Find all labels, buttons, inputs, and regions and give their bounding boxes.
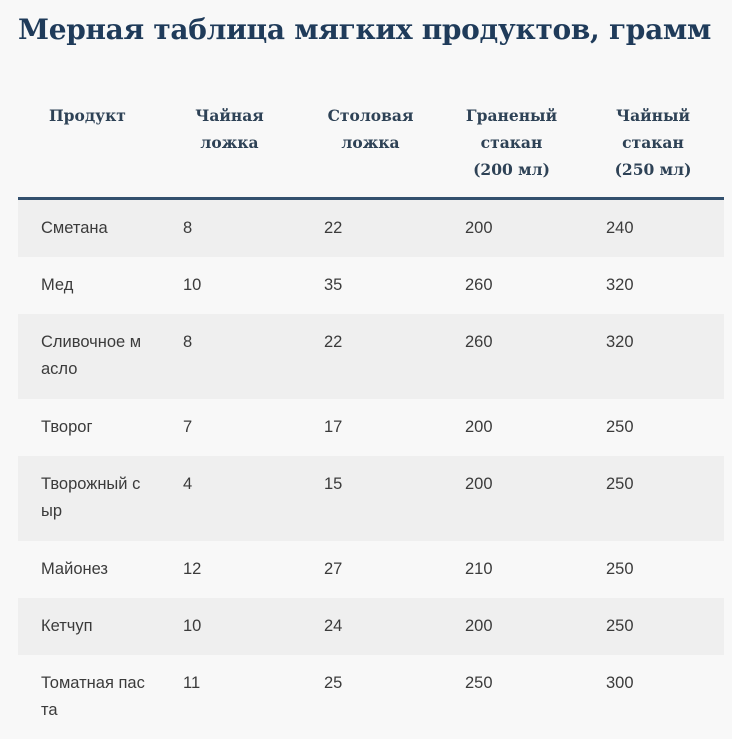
- measurement-table: Продукт Чайная ложка Столовая ложка Гран…: [18, 88, 724, 739]
- header-product: Продукт: [18, 88, 159, 200]
- header-tea-glass: Чайный стакан (250 мл): [582, 88, 724, 200]
- cell-tablespoon: 22: [300, 314, 441, 399]
- page-title: Мерная таблица мягких продуктов, грамм: [18, 13, 711, 46]
- cell-tea-glass: 250: [582, 598, 724, 655]
- table-row: Майонез 12 27 210 250: [18, 541, 724, 598]
- header-text: ложка: [200, 133, 259, 152]
- table-header-row: Продукт Чайная ложка Столовая ложка Гран…: [18, 88, 724, 200]
- cell-product: Сметана: [18, 198, 159, 257]
- cell-product: Майонез: [18, 541, 159, 598]
- cell-product: Творог: [18, 399, 159, 456]
- table-row: Сливочное масло 8 22 260 320: [18, 314, 724, 399]
- cell-faceted-glass: 260: [441, 257, 582, 314]
- header-text: Чайная: [195, 106, 264, 125]
- header-text: Чайный: [615, 106, 691, 125]
- cell-product: Творожный сыр: [18, 456, 159, 541]
- header-text: стакан: [622, 133, 684, 152]
- cell-tablespoon: 22: [300, 198, 441, 257]
- cell-tablespoon: 35: [300, 257, 441, 314]
- cell-teaspoon: 12: [159, 541, 300, 598]
- cell-faceted-glass: 200: [441, 456, 582, 541]
- table-row: Творожный сыр 4 15 200 250: [18, 456, 724, 541]
- cell-tea-glass: 250: [582, 541, 724, 598]
- cell-teaspoon: 8: [159, 198, 300, 257]
- cell-product: Томатная паста: [18, 655, 159, 739]
- table-row: Кетчуп 10 24 200 250: [18, 598, 724, 655]
- table-row: Мед 10 35 260 320: [18, 257, 724, 314]
- header-text: Граненый: [465, 106, 558, 125]
- cell-faceted-glass: 200: [441, 399, 582, 456]
- cell-tea-glass: 300: [582, 655, 724, 739]
- cell-tea-glass: 250: [582, 399, 724, 456]
- header-text: Столовая: [327, 106, 414, 125]
- header-tablespoon: Столовая ложка: [300, 88, 441, 200]
- cell-faceted-glass: 260: [441, 314, 582, 399]
- table-row: Творог 7 17 200 250: [18, 399, 724, 456]
- table-row: Томатная паста 11 25 250 300: [18, 655, 724, 739]
- cell-faceted-glass: 200: [441, 598, 582, 655]
- cell-tea-glass: 320: [582, 314, 724, 399]
- cell-product: Сливочное масло: [18, 314, 159, 399]
- cell-teaspoon: 7: [159, 399, 300, 456]
- cell-teaspoon: 10: [159, 598, 300, 655]
- header-text: стакан: [480, 133, 543, 152]
- cell-product: Кетчуп: [18, 598, 159, 655]
- header-text: ложка: [341, 133, 400, 152]
- header-text: (250 мл): [614, 160, 692, 179]
- cell-tablespoon: 24: [300, 598, 441, 655]
- cell-tea-glass: 320: [582, 257, 724, 314]
- cell-tablespoon: 17: [300, 399, 441, 456]
- cell-teaspoon: 8: [159, 314, 300, 399]
- cell-tablespoon: 27: [300, 541, 441, 598]
- table-row: Сметана 8 22 200 240: [18, 198, 724, 257]
- cell-tablespoon: 25: [300, 655, 441, 739]
- cell-tablespoon: 15: [300, 456, 441, 541]
- header-faceted-glass: Граненый стакан (200 мл): [441, 88, 582, 200]
- header-teaspoon: Чайная ложка: [159, 88, 300, 200]
- cell-teaspoon: 4: [159, 456, 300, 541]
- cell-product: Мед: [18, 257, 159, 314]
- cell-teaspoon: 10: [159, 257, 300, 314]
- cell-teaspoon: 11: [159, 655, 300, 739]
- cell-faceted-glass: 250: [441, 655, 582, 739]
- header-text: Продукт: [49, 106, 126, 125]
- cell-faceted-glass: 210: [441, 541, 582, 598]
- header-text: (200 мл): [473, 160, 550, 179]
- cell-tea-glass: 240: [582, 198, 724, 257]
- cell-faceted-glass: 200: [441, 198, 582, 257]
- cell-tea-glass: 250: [582, 456, 724, 541]
